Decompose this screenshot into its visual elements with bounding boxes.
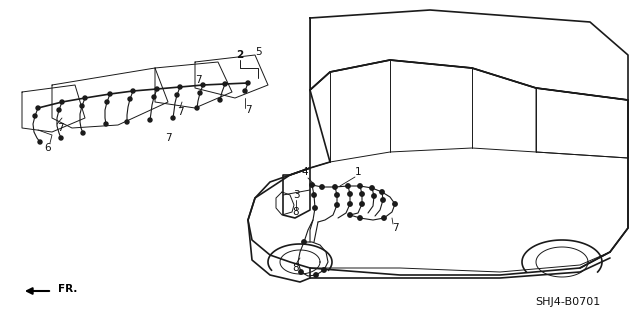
Circle shape bbox=[312, 193, 316, 197]
Text: 7: 7 bbox=[177, 107, 183, 117]
Text: 8: 8 bbox=[292, 263, 300, 273]
Circle shape bbox=[105, 100, 109, 104]
Text: 7: 7 bbox=[164, 133, 172, 143]
Text: 4: 4 bbox=[301, 167, 308, 177]
Circle shape bbox=[322, 268, 326, 272]
Circle shape bbox=[152, 95, 156, 99]
Circle shape bbox=[370, 186, 374, 190]
Text: 7: 7 bbox=[195, 75, 202, 85]
Circle shape bbox=[348, 192, 352, 196]
Circle shape bbox=[155, 87, 159, 91]
Circle shape bbox=[381, 198, 385, 202]
Text: 6: 6 bbox=[45, 143, 51, 153]
Circle shape bbox=[380, 190, 384, 194]
Circle shape bbox=[335, 203, 339, 207]
Circle shape bbox=[299, 270, 303, 274]
Circle shape bbox=[382, 216, 386, 220]
Circle shape bbox=[36, 106, 40, 110]
Circle shape bbox=[195, 106, 199, 110]
Circle shape bbox=[171, 116, 175, 120]
Circle shape bbox=[148, 118, 152, 122]
Circle shape bbox=[393, 202, 397, 206]
Circle shape bbox=[198, 91, 202, 95]
Text: FR.: FR. bbox=[58, 284, 77, 294]
Circle shape bbox=[358, 184, 362, 188]
Circle shape bbox=[201, 83, 205, 87]
Circle shape bbox=[302, 240, 306, 244]
Circle shape bbox=[83, 96, 87, 100]
Text: 3: 3 bbox=[292, 190, 300, 200]
Circle shape bbox=[125, 120, 129, 124]
Circle shape bbox=[131, 89, 135, 93]
Circle shape bbox=[320, 185, 324, 189]
Circle shape bbox=[80, 104, 84, 108]
Circle shape bbox=[348, 213, 352, 217]
Text: 7: 7 bbox=[57, 123, 63, 133]
Circle shape bbox=[108, 92, 112, 96]
Circle shape bbox=[60, 100, 64, 104]
Circle shape bbox=[57, 108, 61, 112]
Circle shape bbox=[314, 273, 318, 277]
Circle shape bbox=[360, 192, 364, 196]
Circle shape bbox=[243, 89, 247, 93]
Circle shape bbox=[175, 93, 179, 97]
Circle shape bbox=[372, 194, 376, 198]
Circle shape bbox=[246, 81, 250, 85]
Circle shape bbox=[128, 97, 132, 101]
Circle shape bbox=[223, 82, 227, 86]
Circle shape bbox=[59, 136, 63, 140]
Text: 2: 2 bbox=[236, 50, 244, 60]
Text: 7: 7 bbox=[244, 105, 252, 115]
Circle shape bbox=[33, 114, 37, 118]
Circle shape bbox=[346, 184, 350, 188]
Text: SHJ4-B0701: SHJ4-B0701 bbox=[536, 297, 600, 307]
Circle shape bbox=[104, 122, 108, 126]
Text: 5: 5 bbox=[255, 47, 261, 57]
Circle shape bbox=[360, 202, 364, 206]
Circle shape bbox=[313, 206, 317, 210]
Circle shape bbox=[335, 193, 339, 197]
Text: 8: 8 bbox=[292, 207, 300, 217]
Circle shape bbox=[348, 202, 352, 206]
Circle shape bbox=[218, 98, 222, 102]
Text: 7: 7 bbox=[392, 223, 398, 233]
Circle shape bbox=[81, 131, 85, 135]
Circle shape bbox=[310, 183, 314, 187]
Circle shape bbox=[38, 140, 42, 144]
Text: 1: 1 bbox=[355, 167, 362, 177]
Circle shape bbox=[358, 216, 362, 220]
Circle shape bbox=[333, 185, 337, 189]
Circle shape bbox=[178, 85, 182, 89]
